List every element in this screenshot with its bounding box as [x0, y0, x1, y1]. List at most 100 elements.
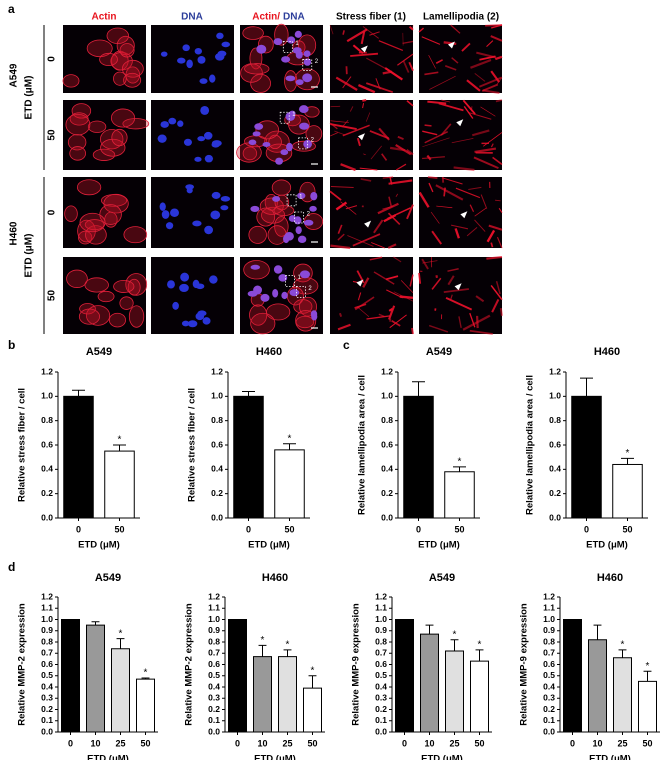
x-tick-label: 10: [424, 738, 434, 748]
x-axis-label: ETD (μM): [87, 754, 129, 760]
y-tick-label: 1.1: [375, 603, 387, 613]
cell: [70, 147, 86, 161]
nucleus: [299, 123, 309, 130]
y-tick-label: 0.1: [375, 715, 387, 725]
error-bar: [117, 639, 125, 649]
micrograph: [237, 100, 323, 170]
nucleus: [283, 235, 289, 243]
bar: [64, 396, 94, 518]
x-tick-label: 10: [257, 738, 267, 748]
y-tick-label: 0.2: [543, 704, 555, 714]
bar: [639, 681, 657, 732]
micrograph: [63, 25, 146, 93]
cell: [244, 260, 270, 279]
significance-marker: *: [261, 635, 265, 646]
nucleus: [184, 139, 192, 146]
error-bar: [259, 645, 267, 656]
significance-marker: *: [144, 668, 148, 679]
bar: [137, 679, 155, 732]
nucleus: [168, 118, 176, 125]
y-tick-label: 0.5: [41, 670, 53, 680]
x-tick-label: 50: [114, 524, 124, 534]
x-tick-label: 10: [90, 738, 100, 748]
micrograph: [151, 257, 234, 334]
nucleus: [299, 105, 309, 113]
significance-marker: *: [118, 435, 122, 446]
y-tick-label: 1.0: [549, 391, 561, 401]
fiber: [343, 30, 344, 34]
nucleus: [193, 280, 200, 288]
fiber: [436, 275, 437, 278]
micrograph: [419, 100, 502, 170]
nucleus: [195, 48, 202, 55]
nucleus: [186, 59, 193, 68]
error-bar: [72, 390, 85, 396]
nucleus: [199, 78, 207, 84]
y-tick-label: 0.3: [41, 693, 53, 703]
y-tick-label: 0.4: [41, 464, 53, 474]
nucleus: [287, 36, 295, 43]
nucleus: [220, 205, 228, 210]
y-tick-label: 1.2: [375, 591, 387, 601]
y-tick-label: 0.0: [211, 512, 223, 522]
nucleus: [280, 149, 288, 155]
column-header: Lamellipodia (2): [423, 12, 499, 23]
cell: [111, 109, 134, 127]
y-tick-label: 0.9: [41, 625, 53, 635]
nucleus: [194, 157, 201, 162]
micrograph: [330, 25, 413, 93]
nucleus: [212, 140, 222, 146]
y-axis-label: Relative lamellipodia area / cell: [357, 375, 368, 515]
significance-marker: *: [458, 457, 462, 468]
bar: [421, 634, 439, 732]
nucleus: [160, 202, 166, 211]
cell: [79, 309, 99, 324]
nucleus: [251, 265, 260, 270]
nucleus: [212, 192, 221, 199]
y-axis-label: Relative MMP-2 expression: [184, 603, 195, 726]
error-bar: [113, 445, 126, 451]
y-tick-label: 0.9: [208, 625, 220, 635]
nucleus: [177, 58, 185, 64]
error-bar: [242, 391, 255, 396]
panel-letter: d: [8, 560, 15, 574]
chart-title: H460: [256, 346, 282, 358]
y-tick-label: 0.0: [41, 726, 53, 736]
x-axis-label: ETD (μM): [418, 540, 460, 551]
bar: [471, 661, 489, 732]
chart-title: H460: [594, 346, 620, 358]
y-tick-label: 1.1: [208, 603, 220, 613]
nucleus: [221, 42, 230, 48]
x-tick-label: 25: [617, 738, 627, 748]
y-tick-label: 1.2: [381, 366, 393, 376]
x-tick-label: 0: [584, 524, 589, 534]
x-tick-label: 50: [622, 524, 632, 534]
fiber: [501, 308, 502, 316]
nucleus: [310, 192, 317, 201]
y-axis-label: Relative MMP-9 expression: [351, 603, 362, 726]
micrograph: [330, 100, 413, 170]
micrograph: [419, 25, 502, 93]
bar: [112, 649, 130, 732]
bar: [446, 651, 464, 732]
nucleus: [275, 158, 283, 165]
nucleus: [302, 73, 312, 82]
error-bar: [594, 625, 602, 640]
nucleus: [204, 132, 212, 140]
bar: [589, 640, 607, 732]
micrograph: [63, 177, 147, 248]
bar: [254, 657, 272, 732]
micrograph: [63, 100, 149, 170]
significance-marker: *: [626, 448, 630, 459]
y-tick-label: 1.2: [41, 591, 53, 601]
error-bar: [580, 378, 593, 396]
nucleus: [286, 143, 293, 152]
error-bar: [451, 640, 459, 651]
column-header: DNA: [283, 12, 305, 23]
cell: [98, 291, 114, 301]
error-bar: [309, 676, 317, 688]
y-tick-label: 1.2: [211, 366, 223, 376]
chart-title: H460: [597, 572, 623, 584]
y-tick-label: 0.3: [375, 693, 387, 703]
